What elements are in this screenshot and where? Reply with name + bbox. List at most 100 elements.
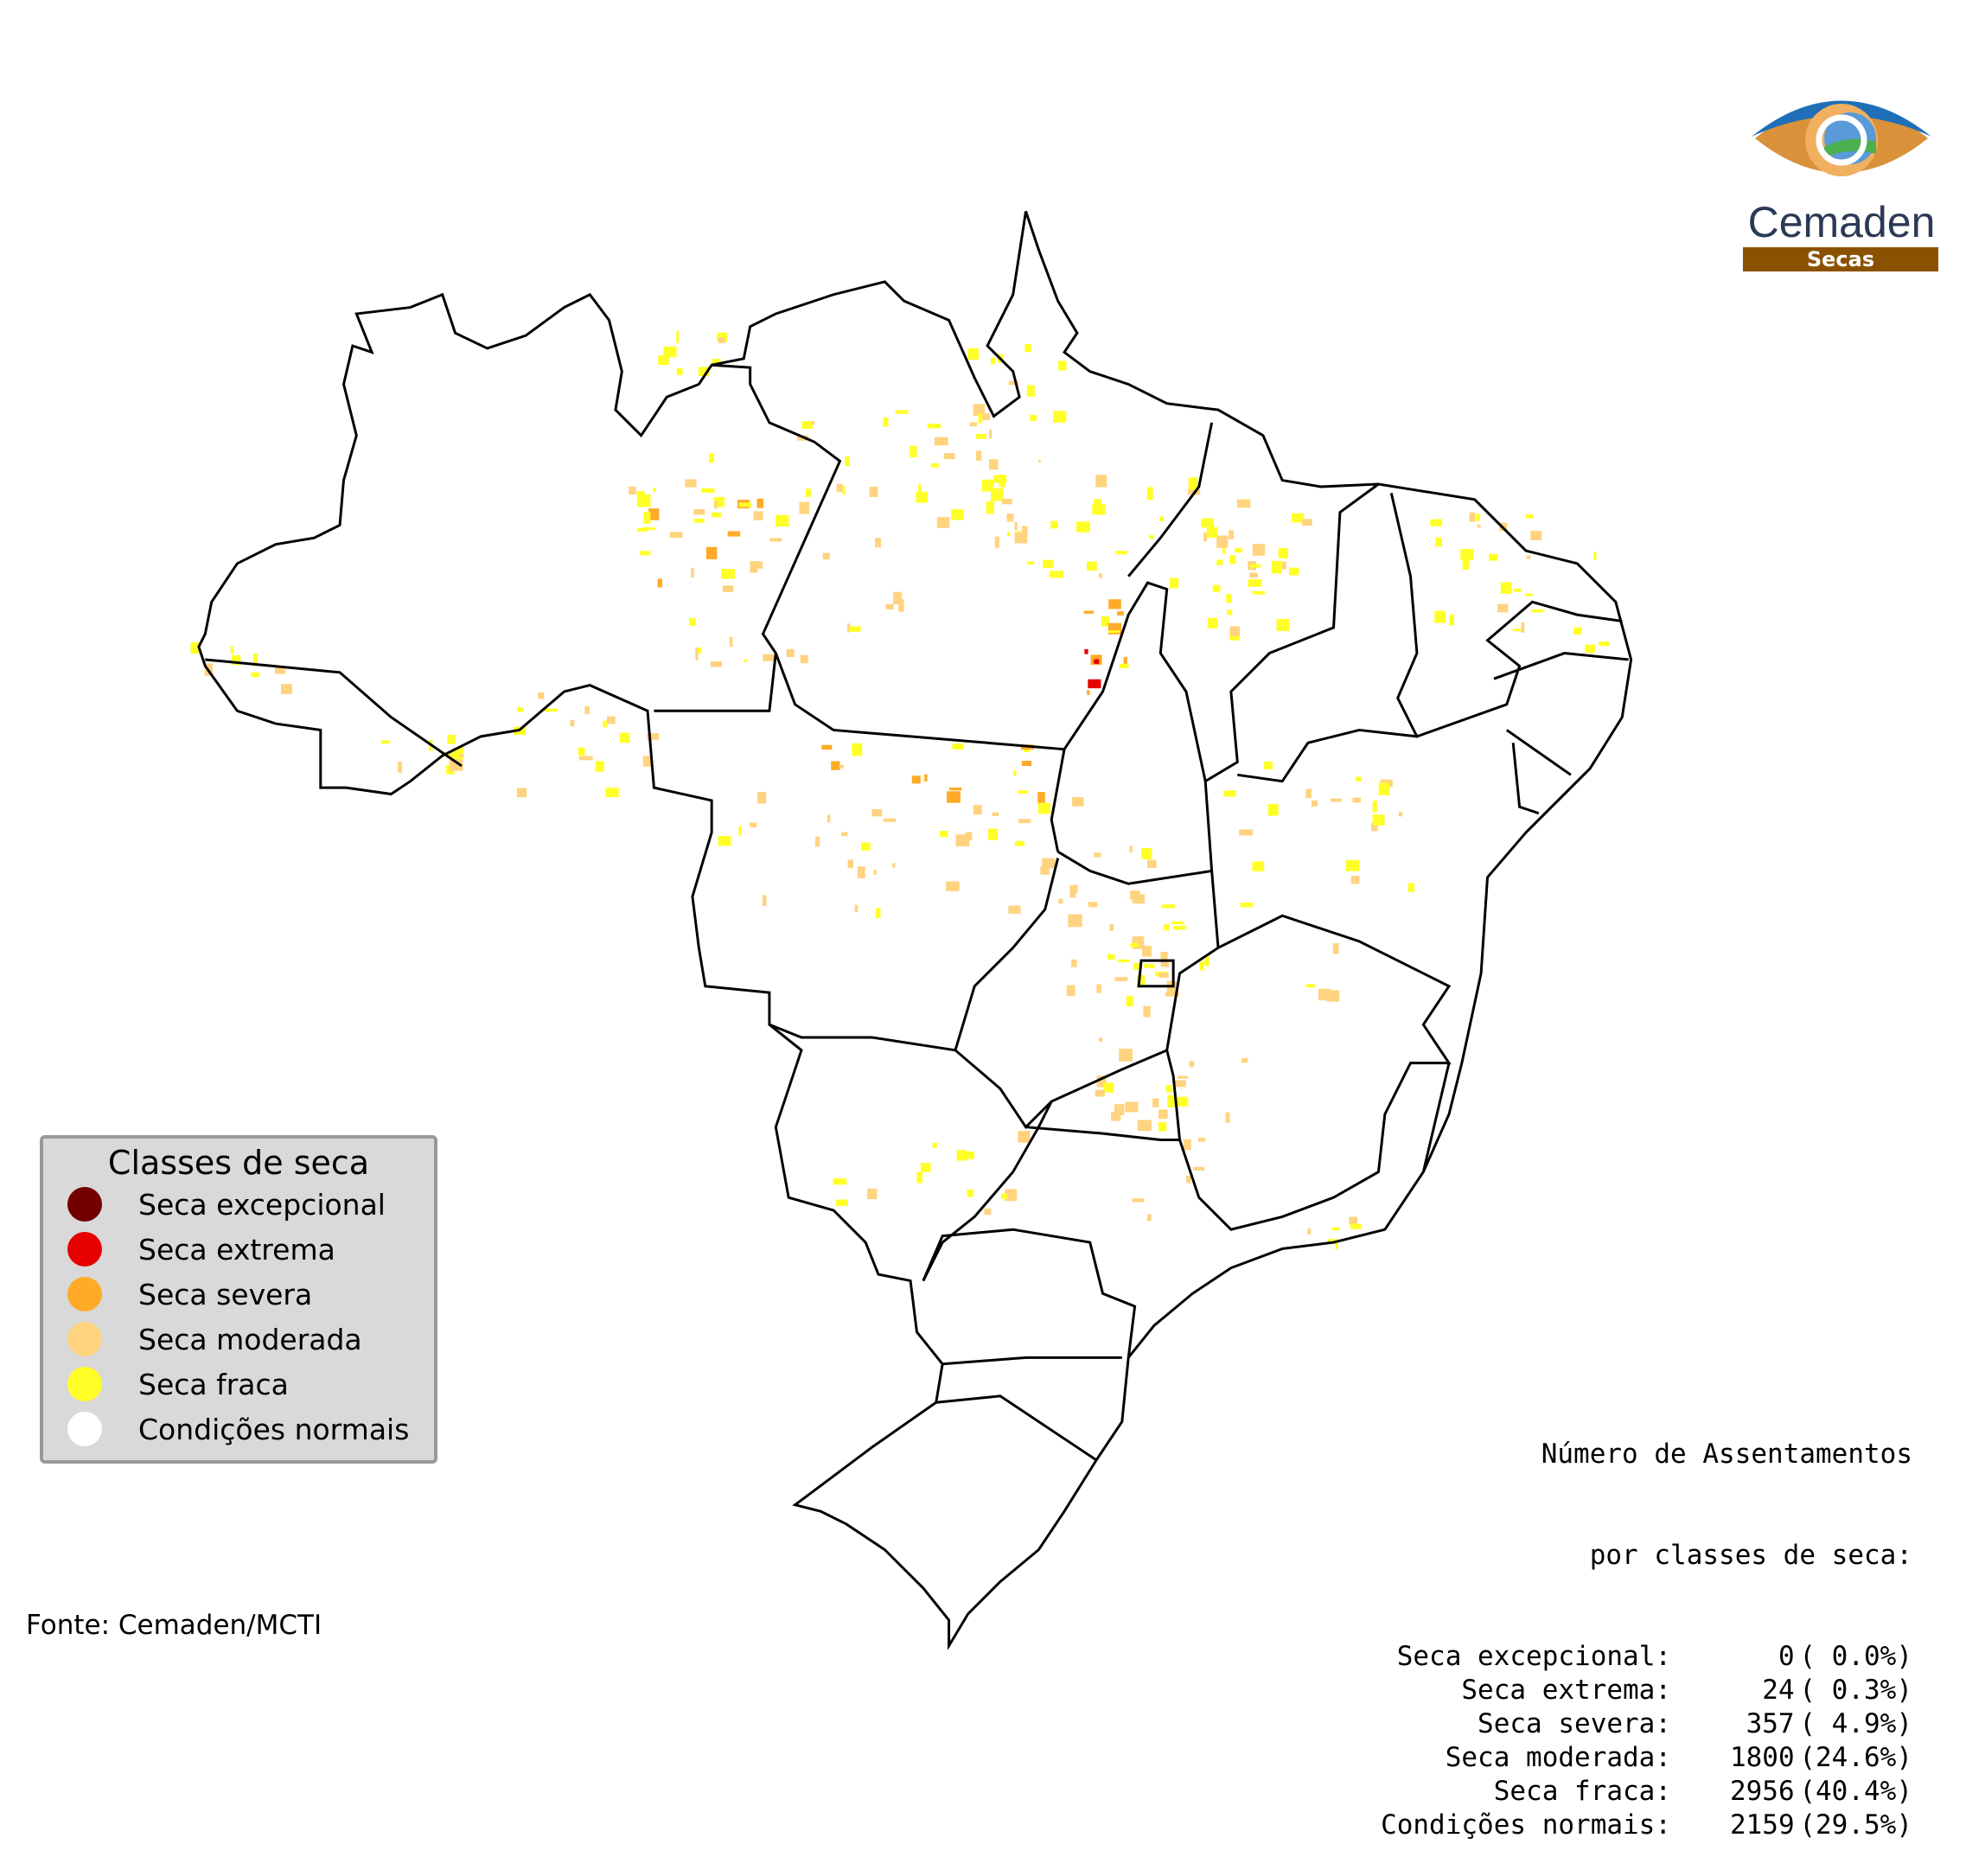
settlement-patch [1066, 985, 1075, 997]
settlement-patch [991, 488, 1004, 501]
settlement-patch [516, 788, 527, 798]
settlement-patch [1143, 1005, 1151, 1018]
legend-label: Condições normais [138, 1412, 410, 1446]
settlement-patch [1057, 361, 1067, 371]
settlement-patch [1006, 514, 1014, 522]
settlement-patch [1525, 514, 1534, 519]
settlement-patch [1332, 943, 1339, 954]
settlement-patch [1183, 1139, 1191, 1151]
settlement-patch [1042, 858, 1056, 869]
settlement-patch [1069, 884, 1076, 898]
settlement-patch [956, 1150, 967, 1161]
settlement-patch [1161, 962, 1169, 967]
settlement-patch [1130, 890, 1140, 900]
settlement-patch [1110, 1112, 1121, 1121]
settlement-patch [1158, 1121, 1167, 1132]
settlement-patch [1092, 504, 1106, 515]
settlement-patch [676, 367, 683, 375]
stats-row: Seca severa: 357( 4.9%) [1381, 1707, 1912, 1741]
settlement-patch [1014, 532, 1028, 544]
legend-item: Seca extrema [67, 1227, 434, 1272]
settlement-patch [230, 646, 233, 654]
settlement-patch [1084, 648, 1088, 654]
settlement-patch [1331, 798, 1343, 802]
settlement-patch [1026, 385, 1035, 397]
settlement-patch [1278, 548, 1288, 558]
settlement-patch [1305, 984, 1315, 988]
settlement-patch [1599, 641, 1610, 647]
settlement-patch [1172, 925, 1187, 930]
settlement-patch [578, 756, 593, 761]
settlement-patch [1222, 543, 1226, 555]
settlement-patch [1525, 593, 1533, 597]
settlement-patch [1008, 905, 1021, 914]
settlement-patch [1229, 530, 1234, 539]
settlement-patch [867, 1188, 878, 1200]
settlement-patch [578, 747, 585, 756]
settlement-patch [883, 418, 889, 427]
settlement-patch [232, 654, 241, 666]
settlement-patch [1489, 553, 1498, 561]
legend: Classes de seca Seca excepcional Seca ext… [40, 1135, 437, 1464]
settlement-patch [1043, 559, 1054, 569]
settlement-patch [1107, 630, 1120, 634]
settlement-patch [1271, 560, 1282, 574]
settlement-patch [883, 818, 897, 822]
settlement-patch [1252, 544, 1266, 556]
settlement-patch [1248, 579, 1262, 587]
stats-row: Condições normais: 2159 (29.5%) [1381, 1809, 1912, 1842]
stats-row: Seca excepcional: 0( 0.0%) [1381, 1640, 1912, 1674]
settlement-patch [1024, 344, 1031, 353]
settlement-patch [584, 706, 588, 711]
stats-count: 24 [1762, 1675, 1795, 1706]
brazil-outline [197, 210, 1633, 1651]
settlement-patch [1355, 776, 1362, 782]
settlement-patch [967, 348, 980, 361]
settlement-patch [1225, 1112, 1230, 1123]
settlement-patch [1212, 584, 1221, 592]
settlement-patch [1513, 588, 1522, 592]
settlement-patch [1007, 532, 1011, 537]
settlement-patch [1142, 946, 1152, 957]
settlement-patch [753, 511, 763, 520]
settlement-patch [1530, 530, 1542, 540]
settlement-patch [1158, 972, 1169, 979]
settlement-patch [1186, 1176, 1191, 1184]
settlement-patch [1160, 951, 1168, 963]
settlement-patch [1239, 829, 1254, 836]
settlement-patch [978, 413, 983, 424]
settlement-patch [822, 552, 830, 560]
settlement-patch [1117, 611, 1124, 616]
settlement-patch [969, 422, 978, 427]
settlement-patch [1141, 848, 1152, 860]
stats-count: 1800 [1729, 1742, 1795, 1773]
settlement-patch [833, 1178, 847, 1185]
settlement-patch [916, 1171, 923, 1184]
settlement-patch [1326, 990, 1340, 1002]
settlement-patch [948, 787, 962, 791]
settlement-patch [1264, 761, 1273, 769]
settlement-patch [1129, 845, 1133, 853]
settlement-patch [752, 561, 763, 569]
settlement-patch [1086, 561, 1097, 571]
settlement-patch [924, 774, 928, 782]
settlement-patch [967, 1189, 973, 1197]
settlement-patch [459, 753, 464, 757]
settlement-patch [848, 626, 861, 632]
legend-item: Seca moderada [67, 1317, 434, 1362]
settlement-patch [1133, 963, 1140, 970]
settlement-patch [676, 330, 680, 343]
settlement-patch [1371, 822, 1378, 832]
settlement-patch [1305, 788, 1312, 799]
settlement-patch [1170, 577, 1179, 589]
settlement-patch [663, 346, 677, 358]
stats-label: Seca fraca: [1493, 1776, 1672, 1807]
settlement-patch [648, 508, 660, 520]
settlement-patch [769, 538, 782, 542]
settlement-patch [852, 743, 863, 756]
legend-swatch-icon [67, 1232, 102, 1267]
settlement-patch [1137, 974, 1146, 987]
settlement-patch [1349, 1216, 1358, 1225]
settlement-patch [669, 532, 683, 539]
stats-percent: (40.4%) [1799, 1776, 1912, 1807]
